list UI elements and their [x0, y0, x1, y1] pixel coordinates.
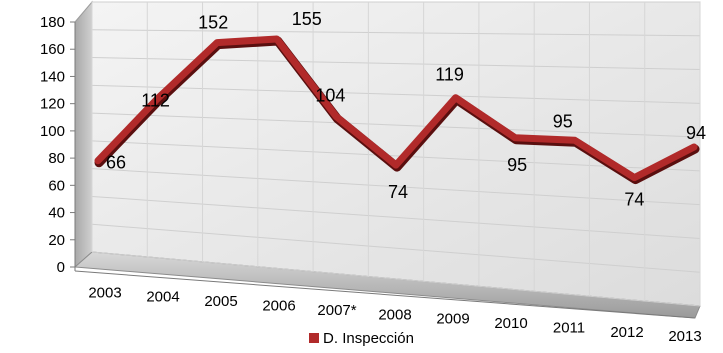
x-tick-label: 2010 — [494, 315, 527, 332]
data-point — [156, 97, 160, 101]
legend-label: D. Inspección — [323, 330, 414, 347]
data-label: 95 — [507, 155, 527, 175]
data-label: 152 — [198, 13, 228, 33]
gridline-y — [91, 223, 701, 273]
data-label: 66 — [106, 153, 126, 173]
y-tick-label: 140 — [40, 68, 65, 85]
data-point — [334, 115, 338, 119]
data-point — [215, 41, 219, 45]
gridline-y — [91, 57, 701, 71]
data-label: 155 — [292, 9, 322, 29]
data-point — [275, 37, 279, 41]
y-tick-label: 180 — [40, 14, 65, 31]
x-tick-label: 2012 — [610, 324, 643, 341]
data-point — [573, 138, 577, 142]
x-tick-label: 2004 — [146, 289, 179, 306]
gridline-y — [91, 29, 701, 37]
y-tick-label: 40 — [48, 205, 65, 222]
x-tick-label: 2005 — [204, 293, 237, 310]
gridline-y — [91, 84, 701, 104]
y-tick-label: 60 — [48, 177, 65, 194]
legend-swatch — [309, 333, 320, 343]
data-label: 112 — [141, 91, 170, 111]
data-point — [692, 145, 696, 149]
y-tick-label: 100 — [40, 123, 65, 140]
x-tick-label: 2006 — [262, 297, 295, 314]
data-label: 119 — [435, 65, 464, 85]
gridline-y — [91, 140, 701, 172]
x-tick-label: 2003 — [88, 284, 121, 301]
data-label: 74 — [624, 190, 644, 210]
y-tick-label: 160 — [40, 41, 65, 58]
data-label: 95 — [553, 111, 573, 131]
y-tick-label: 120 — [40, 96, 65, 113]
data-point — [96, 159, 100, 163]
gridline-y — [91, 195, 701, 239]
x-tick-label: 2013 — [668, 328, 701, 345]
data-label: 74 — [388, 182, 408, 202]
data-label: 104 — [315, 86, 345, 106]
gridline-y — [91, 168, 701, 206]
data-point — [632, 176, 636, 180]
gridline-y — [91, 112, 701, 138]
data-point — [454, 96, 458, 100]
side-wall — [74, 0, 93, 269]
x-tick-label: 2011 — [553, 319, 585, 336]
y-tick-label: 20 — [48, 232, 65, 249]
x-axis-line — [74, 270, 696, 319]
x-tick-label: 2007* — [317, 302, 356, 319]
x-tick-label: 2009 — [436, 311, 469, 328]
data-point — [394, 163, 398, 167]
gridline-y — [91, 251, 701, 307]
y-tick-label: 80 — [48, 150, 65, 167]
data-point — [513, 136, 517, 140]
x-tick-label: 2008 — [378, 306, 411, 323]
data-label: 94 — [686, 123, 706, 143]
chart-legend: D. Inspección — [0, 330, 723, 347]
y-tick-label: 0 — [57, 259, 65, 276]
